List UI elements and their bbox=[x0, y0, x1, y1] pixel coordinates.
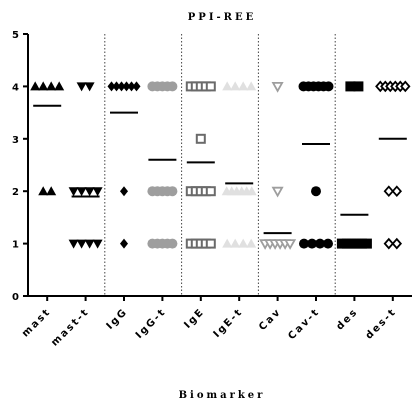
y-tick-label: 0 bbox=[12, 292, 19, 303]
y-tick-label: 4 bbox=[12, 82, 19, 93]
data-point bbox=[195, 133, 206, 144]
data-point bbox=[84, 239, 95, 249]
data-point bbox=[46, 186, 57, 196]
y-tick-label: 2 bbox=[12, 187, 19, 198]
data-point bbox=[238, 238, 249, 248]
x-tick-label: des bbox=[334, 306, 360, 332]
data-point bbox=[38, 81, 49, 91]
data-point bbox=[391, 185, 403, 198]
data-point bbox=[127, 81, 136, 92]
data-point bbox=[246, 238, 257, 248]
data-point bbox=[167, 238, 178, 249]
data-point bbox=[400, 80, 411, 93]
y-tick-label: 5 bbox=[12, 30, 19, 41]
x-tick-label: IgG-t bbox=[134, 306, 169, 341]
data-point bbox=[122, 81, 131, 92]
data-point bbox=[222, 238, 233, 248]
data-point bbox=[299, 238, 309, 249]
x-tick-label: IgE-t bbox=[212, 306, 246, 340]
data-point bbox=[230, 81, 241, 91]
data-point bbox=[361, 238, 372, 249]
data-point bbox=[117, 81, 126, 92]
x-tick-label: des-t bbox=[364, 306, 399, 341]
data-point bbox=[46, 81, 57, 91]
data-point bbox=[284, 239, 297, 250]
data-point bbox=[353, 81, 364, 92]
data-point bbox=[120, 186, 128, 197]
x-tick-label: Cav bbox=[257, 306, 284, 333]
y-tick-label: 3 bbox=[12, 135, 19, 146]
data-point bbox=[120, 238, 128, 249]
data-point bbox=[68, 239, 79, 249]
x-tick-label: mast bbox=[20, 306, 53, 339]
data-point bbox=[383, 185, 395, 198]
data-points bbox=[30, 80, 411, 250]
group-separators bbox=[104, 34, 336, 296]
x-tick-label: Cav-t bbox=[286, 306, 322, 342]
data-point bbox=[271, 186, 284, 198]
data-point bbox=[205, 238, 216, 249]
data-point bbox=[246, 81, 257, 91]
data-point bbox=[311, 186, 321, 197]
data-point bbox=[76, 187, 87, 197]
data-point bbox=[68, 187, 79, 197]
data-point bbox=[246, 186, 257, 196]
x-tick-label: IgE bbox=[182, 306, 207, 331]
data-point bbox=[230, 238, 241, 248]
data-point bbox=[315, 238, 325, 249]
data-point bbox=[38, 186, 49, 196]
data-point bbox=[238, 81, 249, 91]
data-point bbox=[271, 82, 284, 93]
mean-lines bbox=[33, 104, 407, 235]
y-tick-label: 1 bbox=[12, 240, 19, 251]
data-point bbox=[76, 239, 87, 249]
x-tick-label: mast-t bbox=[49, 306, 91, 348]
data-point bbox=[76, 82, 87, 92]
data-point bbox=[30, 81, 41, 91]
data-point bbox=[205, 81, 216, 92]
data-point bbox=[107, 81, 116, 92]
data-point bbox=[92, 187, 103, 197]
data-point bbox=[167, 186, 178, 197]
data-point bbox=[323, 238, 333, 249]
data-point bbox=[167, 81, 178, 92]
data-point bbox=[84, 82, 95, 92]
data-point bbox=[323, 81, 334, 92]
y-axis: 0 1 2 3 4 5 bbox=[12, 30, 29, 303]
data-point bbox=[307, 238, 317, 249]
data-point bbox=[54, 81, 65, 91]
x-tick-label: IgG bbox=[105, 306, 131, 332]
data-point bbox=[205, 186, 216, 197]
chart-title: PPI-REE bbox=[188, 12, 256, 23]
x-axis-label: Biomarker bbox=[179, 390, 266, 400]
data-point bbox=[383, 237, 395, 250]
data-point bbox=[391, 237, 403, 250]
data-point bbox=[132, 81, 141, 92]
data-point bbox=[84, 187, 95, 197]
data-point bbox=[92, 239, 103, 249]
data-point bbox=[112, 81, 121, 92]
data-point bbox=[222, 81, 233, 91]
data-point bbox=[345, 81, 356, 92]
